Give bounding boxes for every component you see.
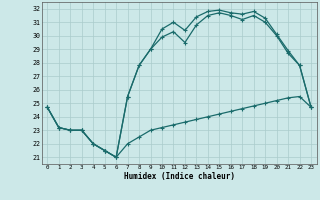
X-axis label: Humidex (Indice chaleur): Humidex (Indice chaleur) xyxy=(124,172,235,181)
